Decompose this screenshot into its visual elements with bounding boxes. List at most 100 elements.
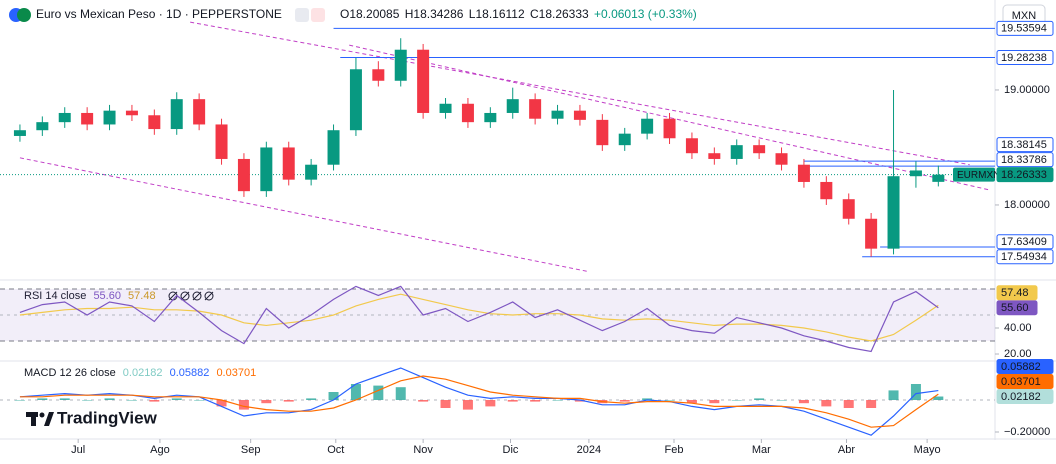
macd-histogram-bar <box>82 400 93 401</box>
macd-histogram-bar <box>866 400 877 408</box>
macd-histogram-bar <box>574 400 585 402</box>
icon <box>180 291 190 301</box>
y-tick-label: −0.20000 <box>1004 426 1050 438</box>
macd-histogram-bar <box>530 400 541 402</box>
macd-legend: MACD 12 26 close 0.02182 0.05882 0.03701 <box>24 367 256 379</box>
macd-histogram-bar <box>754 398 765 400</box>
rsi-line <box>19 285 939 353</box>
candle-body <box>305 164 318 180</box>
price-tag-label: 0.02182 <box>1001 391 1041 403</box>
y-tick-label: 40.00 <box>1004 322 1032 334</box>
icon <box>180 291 190 301</box>
macd-histogram-bar <box>216 400 227 407</box>
y-tick-label: 19.00000 <box>1004 84 1050 96</box>
candle-body <box>125 110 138 116</box>
price-tag <box>996 167 1054 183</box>
symbol-tag <box>953 167 995 182</box>
candle-body <box>797 164 810 182</box>
candle-body <box>372 69 385 81</box>
macd-histogram-bar <box>238 400 249 410</box>
macd-histogram-bar <box>306 398 317 400</box>
candle-body <box>932 174 945 182</box>
x-tick-label: Sep <box>241 444 261 456</box>
logo-part <box>39 412 45 418</box>
header-badge <box>295 8 309 22</box>
candle-body <box>708 153 721 159</box>
hidden-indicator-icons <box>168 291 214 301</box>
candle-body <box>663 118 676 139</box>
macd-histogram-bar <box>933 396 944 400</box>
icon <box>168 291 178 301</box>
candle-body <box>81 112 94 125</box>
candle-body <box>394 49 407 81</box>
price-tag <box>996 152 1054 168</box>
price-tag-label: 0.05882 <box>1001 361 1041 373</box>
price-tag <box>996 300 1038 316</box>
macd-histogram-bar <box>261 400 272 404</box>
candle-body <box>193 99 206 125</box>
x-tick-label: Mar <box>752 444 771 456</box>
x-tick-label: Abr <box>838 444 855 456</box>
macd-line <box>19 375 939 428</box>
candle-body <box>753 145 766 154</box>
branding: TradingView <box>57 408 158 427</box>
price-tag <box>996 285 1038 301</box>
macd-histogram-bar <box>910 384 921 400</box>
macd-histogram-bar <box>104 398 115 400</box>
macd-value: 0.05882 <box>170 367 210 379</box>
ohlc-legend: O18.20085 H18.34286 L18.16112 C18.26333 … <box>340 7 697 21</box>
x-tick-label: Jul <box>71 444 85 456</box>
price-tag-label: 18.38145 <box>1001 139 1047 151</box>
price-tag-label: 18.26333 <box>1001 169 1047 181</box>
macd-histogram-bar <box>507 400 518 402</box>
price-tag-label: 17.63409 <box>1001 236 1047 248</box>
icon <box>192 291 202 301</box>
trend-line <box>190 21 970 166</box>
candle-body <box>506 99 519 113</box>
macd-histogram-bar <box>149 400 160 402</box>
candle-body <box>775 153 788 165</box>
macd-histogram-bar <box>328 392 339 400</box>
y-tick-label: 20.00 <box>1004 348 1032 360</box>
candle-body <box>641 118 654 134</box>
candle-body <box>103 110 116 125</box>
macd-histogram-bar <box>776 400 787 401</box>
macd-histogram-bar <box>37 398 48 400</box>
rsi-ma-value: 57.48 <box>128 290 156 302</box>
macd-histogram-bar <box>798 400 809 404</box>
macd-signal-value: 0.03701 <box>216 367 256 379</box>
macd-histogram-bar <box>485 400 496 407</box>
price-tag-label: 18.33786 <box>1001 154 1047 166</box>
macd-histogram-bar <box>395 387 406 400</box>
macd-histogram-bar <box>126 400 137 401</box>
rsi-title: RSI 14 close <box>24 290 86 302</box>
x-tick-label: Dic <box>503 444 519 456</box>
candle-body <box>909 170 922 177</box>
macd-histogram-bar <box>373 385 384 400</box>
macd-histogram-bar <box>664 400 675 401</box>
macd-histogram-bar <box>194 400 205 401</box>
macd-histogram-bar <box>821 400 832 407</box>
macd-histogram-bar <box>350 384 361 400</box>
logo-part <box>31 412 36 426</box>
price-tag-label: 17.54934 <box>1001 251 1047 263</box>
candle-body <box>618 133 631 146</box>
ohlc-open: O18.20085 <box>340 7 400 21</box>
macd-histogram-bar <box>59 398 70 400</box>
price-tag-label: 19.28238 <box>1001 52 1047 64</box>
price-tag <box>996 359 1054 375</box>
price-tag-label: 55.60 <box>1001 302 1029 314</box>
macd-title: MACD 12 26 close <box>24 367 116 379</box>
macd-histogram-bar <box>462 400 473 410</box>
price-tag <box>996 374 1054 390</box>
macd-hist-value: 0.02182 <box>123 367 163 379</box>
x-tick-label: Oct <box>327 444 344 456</box>
candle-body <box>685 138 698 154</box>
chart-title: Euro vs Mexican Peso · 1D · PEPPERSTONE <box>36 7 282 21</box>
macd-histogram-bar <box>418 400 429 402</box>
currency-label[interactable]: MXN <box>1012 10 1037 22</box>
macd-histogram-bar <box>171 398 182 400</box>
candle-body <box>842 199 855 219</box>
